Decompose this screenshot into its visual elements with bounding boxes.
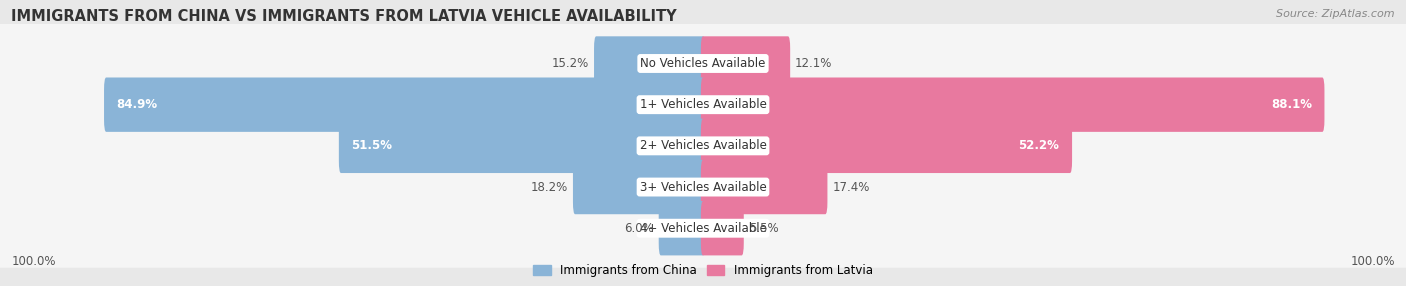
Text: 3+ Vehicles Available: 3+ Vehicles Available (640, 180, 766, 194)
Text: 5.5%: 5.5% (749, 222, 779, 235)
Text: 100.0%: 100.0% (11, 255, 56, 267)
Text: 15.2%: 15.2% (553, 57, 589, 70)
Text: 4+ Vehicles Available: 4+ Vehicles Available (640, 222, 766, 235)
Text: No Vehicles Available: No Vehicles Available (640, 57, 766, 70)
FancyBboxPatch shape (700, 36, 790, 91)
FancyBboxPatch shape (0, 189, 1406, 268)
Text: 12.1%: 12.1% (796, 57, 832, 70)
Text: 6.0%: 6.0% (624, 222, 654, 235)
Text: 88.1%: 88.1% (1271, 98, 1312, 111)
Text: IMMIGRANTS FROM CHINA VS IMMIGRANTS FROM LATVIA VEHICLE AVAILABILITY: IMMIGRANTS FROM CHINA VS IMMIGRANTS FROM… (11, 9, 676, 23)
Text: 51.5%: 51.5% (352, 139, 392, 152)
Text: 18.2%: 18.2% (531, 180, 568, 194)
Text: 1+ Vehicles Available: 1+ Vehicles Available (640, 98, 766, 111)
FancyBboxPatch shape (0, 24, 1406, 103)
Text: Source: ZipAtlas.com: Source: ZipAtlas.com (1277, 9, 1395, 19)
FancyBboxPatch shape (0, 106, 1406, 185)
FancyBboxPatch shape (0, 148, 1406, 227)
Text: 2+ Vehicles Available: 2+ Vehicles Available (640, 139, 766, 152)
FancyBboxPatch shape (0, 65, 1406, 144)
FancyBboxPatch shape (700, 78, 1324, 132)
FancyBboxPatch shape (700, 201, 744, 255)
FancyBboxPatch shape (593, 36, 706, 91)
Text: 100.0%: 100.0% (1350, 255, 1395, 267)
Text: 52.2%: 52.2% (1018, 139, 1060, 152)
FancyBboxPatch shape (658, 201, 706, 255)
Text: 17.4%: 17.4% (832, 180, 870, 194)
FancyBboxPatch shape (104, 78, 704, 132)
Legend: Immigrants from China, Immigrants from Latvia: Immigrants from China, Immigrants from L… (533, 264, 873, 277)
FancyBboxPatch shape (574, 160, 706, 214)
Text: 84.9%: 84.9% (117, 98, 157, 111)
FancyBboxPatch shape (700, 119, 1073, 173)
FancyBboxPatch shape (700, 160, 827, 214)
FancyBboxPatch shape (339, 119, 706, 173)
